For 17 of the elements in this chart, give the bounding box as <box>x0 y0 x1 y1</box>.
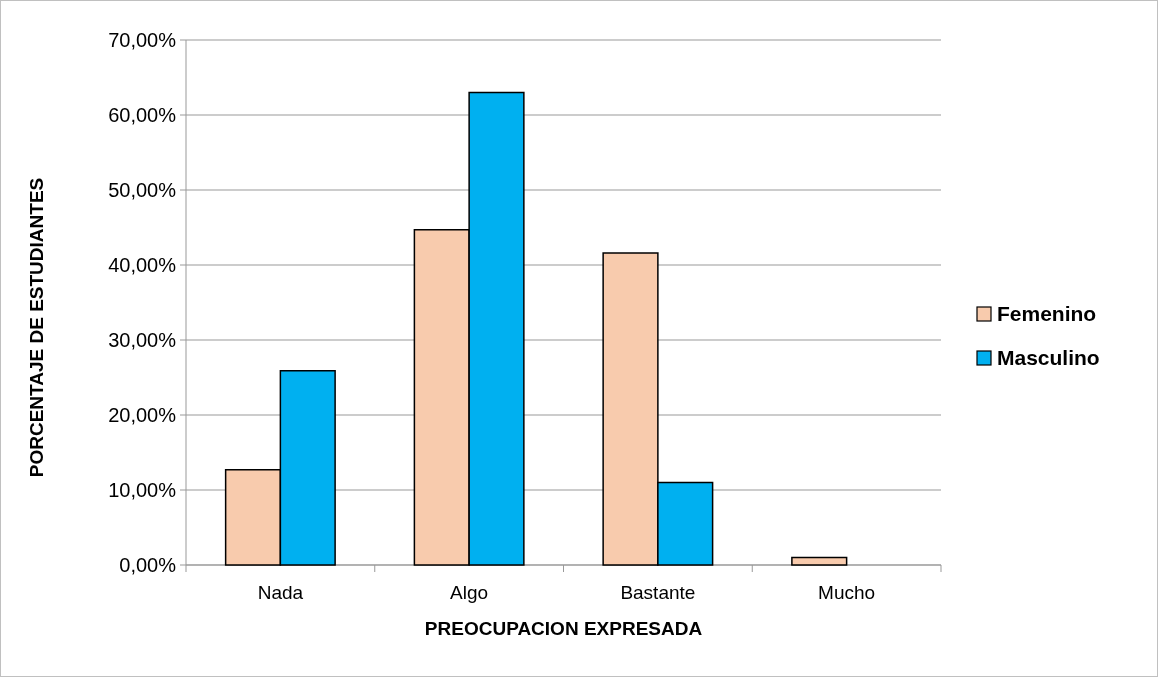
y-tick-label: 0,00% <box>119 554 177 576</box>
legend-label: Masculino <box>997 346 1100 370</box>
y-tick-label: 40,00% <box>108 254 177 276</box>
bar <box>791 556 848 566</box>
x-tick-label: Algo <box>450 582 489 603</box>
x-tick-label: Bastante <box>620 582 696 603</box>
y-tick-label: 50,00% <box>108 179 177 201</box>
x-tick-label: Mucho <box>818 582 876 603</box>
y-tick-label: 20,00% <box>108 404 177 426</box>
y-axis-title: PORCENTAJE DE ESTUDIANTES <box>26 177 47 478</box>
y-tick-label: 60,00% <box>108 104 177 126</box>
y-tick-label: 10,00% <box>108 479 177 501</box>
x-tick-label: Nada <box>257 582 304 603</box>
y-tick-label: 70,00% <box>108 29 177 51</box>
legend-label: Femenino <box>997 302 1097 326</box>
x-axis-title: PREOCUPACION EXPRESADA <box>424 618 703 639</box>
y-tick-label: 30,00% <box>108 329 177 351</box>
